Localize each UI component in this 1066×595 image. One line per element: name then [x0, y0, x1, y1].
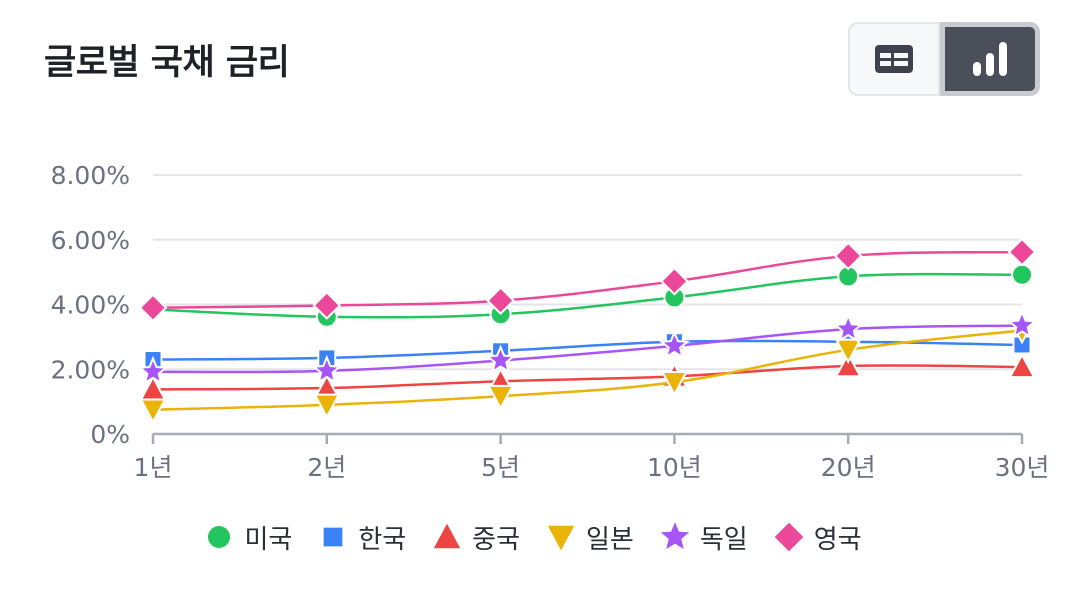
- data-point: [486, 384, 515, 411]
- legend-item[interactable]: 일본: [546, 519, 634, 556]
- x-tick-label: 30년: [995, 453, 1050, 482]
- data-point: [1011, 263, 1033, 286]
- legend-marker: [547, 525, 575, 551]
- legend-marker: [774, 522, 803, 552]
- data-point: [834, 351, 862, 378]
- series-line: [152, 364, 1023, 391]
- data-point: [659, 266, 689, 296]
- legend-item[interactable]: 독일: [660, 519, 748, 556]
- data-point: [660, 371, 689, 397]
- series-6: [138, 237, 1037, 323]
- bar-chart-icon: [973, 42, 1007, 76]
- data-point: [485, 344, 516, 374]
- x-tick-label: 20년: [821, 453, 876, 482]
- y-tick-label: 8.00%: [51, 161, 130, 190]
- legend-item[interactable]: 영국: [774, 519, 862, 556]
- series-line: [152, 324, 1023, 374]
- data-point: [834, 338, 862, 364]
- series-line: [152, 272, 1023, 319]
- legend-item[interactable]: 한국: [318, 519, 406, 556]
- series-1: [142, 263, 1033, 328]
- data-point: [139, 398, 167, 424]
- table-view-button[interactable]: [848, 22, 940, 96]
- data-point: [659, 329, 690, 360]
- x-tick-label: 1년: [134, 453, 173, 482]
- legend-marker-icon: [547, 525, 575, 551]
- legend-item[interactable]: 미국: [204, 519, 292, 556]
- legend-label: 독일: [699, 524, 748, 555]
- legend-marker-icon: [433, 523, 461, 549]
- legend-marker-icon: [660, 522, 689, 550]
- legend-item[interactable]: 중국: [432, 519, 520, 556]
- data-point: [311, 354, 343, 384]
- legend-marker: [208, 526, 231, 548]
- y-tick-label: 0%: [90, 420, 130, 449]
- legend-marker: [660, 522, 689, 550]
- series-3: [139, 351, 1036, 401]
- view-toggle: [848, 22, 1040, 96]
- data-point: [1007, 237, 1037, 267]
- data-point: [137, 355, 169, 385]
- legend-marker-icon: [774, 522, 803, 552]
- legend-marker: [323, 527, 343, 547]
- data-point: [1006, 309, 1038, 339]
- series-line: [152, 329, 1023, 411]
- x-tick-label: 10년: [647, 453, 702, 482]
- series-line: [152, 250, 1023, 309]
- page-title: 글로벌 국채 금리: [44, 43, 290, 83]
- series-line: [152, 339, 1023, 361]
- data-point: [138, 293, 168, 323]
- legend-marker-icon: [208, 526, 231, 548]
- chart-view-button[interactable]: [940, 22, 1040, 96]
- data-point: [486, 286, 516, 316]
- x-tick-label: 2년: [307, 453, 346, 482]
- line-chart: 0% 2.00% 4.00% 6.00% 8.00% 1년 2년 5년 10년 20년 30년: [51, 161, 1050, 482]
- legend-label: 중국: [472, 524, 520, 555]
- data-point: [1008, 352, 1036, 379]
- legend-label: 일본: [586, 524, 634, 555]
- data-point: [833, 241, 863, 271]
- table-icon: [875, 45, 913, 73]
- y-tick-label: 2.00%: [51, 355, 130, 384]
- series-2: [143, 332, 1032, 370]
- data-point: [312, 291, 342, 320]
- legend-label: 영국: [813, 524, 862, 555]
- legend-marker: [433, 523, 461, 549]
- data-point: [832, 312, 864, 343]
- legend-marker-icon: [323, 527, 343, 547]
- y-tick-label: 4.00%: [51, 291, 130, 320]
- legend-label: 미국: [244, 524, 293, 555]
- series-5: [137, 309, 1038, 385]
- y-tick-label: 6.00%: [51, 226, 130, 255]
- x-tick-label: 5년: [481, 453, 520, 482]
- legend-label: 한국: [358, 524, 407, 555]
- chart-legend: 미국 한국 중국 일본 독일 영국: [0, 514, 1066, 560]
- data-point: [313, 393, 341, 419]
